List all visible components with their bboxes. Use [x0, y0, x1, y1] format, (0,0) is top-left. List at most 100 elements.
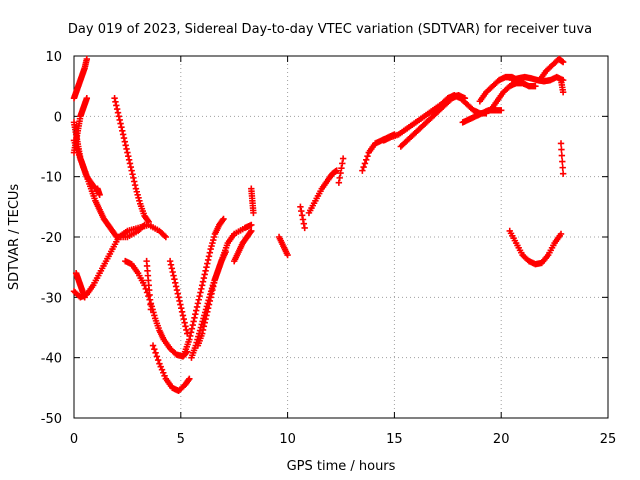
data-point-interp — [197, 289, 204, 296]
data-point — [532, 82, 539, 90]
data-point — [203, 312, 210, 319]
data-point-interp — [299, 216, 307, 223]
y-tick-label: -40 — [41, 352, 62, 367]
data-point-interp — [114, 109, 122, 116]
data-point-interp — [170, 272, 177, 279]
data-point-interp — [339, 160, 346, 167]
series-arc-7 — [111, 95, 152, 226]
data-point-interp — [196, 292, 203, 300]
data-point — [557, 140, 565, 147]
series-arc-14 — [194, 221, 255, 349]
data-point-interp — [180, 315, 187, 323]
data-point-interp — [161, 372, 168, 379]
data-point — [220, 215, 227, 223]
data-point — [186, 375, 193, 382]
data-point-interp — [192, 307, 200, 314]
data-point-interp — [157, 363, 164, 370]
data-point-interp — [113, 105, 121, 113]
data-point-interp — [210, 233, 218, 241]
data-point-interp — [167, 261, 175, 268]
data-point-interp — [210, 236, 217, 244]
data-point-interp — [208, 242, 215, 250]
data-point — [156, 360, 163, 367]
data-point-interp — [186, 332, 194, 340]
data-marks — [70, 55, 567, 395]
series-arc-15 — [231, 227, 255, 265]
data-point — [190, 318, 197, 325]
series-arc-23 — [397, 92, 469, 150]
data-point-interp — [205, 253, 213, 260]
data-point-interp — [153, 353, 161, 360]
data-point-interp — [178, 308, 186, 316]
data-point-interp — [133, 188, 140, 195]
data-point-interp — [219, 216, 226, 224]
y-axis-label: SDTVAR / TECUs — [7, 184, 22, 291]
data-point — [147, 306, 155, 313]
data-point-interp — [206, 249, 214, 256]
data-point-interp — [172, 279, 179, 287]
tick-labels: 0 5 10 15 20 25 -50 -40 -30 -20 -10 0 10 — [41, 50, 617, 447]
data-point-interp — [123, 145, 130, 153]
data-point — [198, 282, 206, 289]
data-point-interp — [161, 232, 168, 239]
data-point-interp — [199, 326, 207, 334]
data-point — [149, 342, 157, 349]
data-point-interp — [300, 220, 308, 227]
series-arc-16 — [248, 185, 257, 217]
series-arc-4 — [70, 119, 103, 198]
chart-title: Day 019 of 2023, Sidereal Day-to-day VTE… — [68, 22, 592, 37]
data-point-interp — [129, 171, 136, 178]
data-point-interp — [118, 123, 125, 131]
data-point-interp — [360, 163, 367, 171]
data-point-interp — [189, 321, 196, 329]
data-point-interp — [187, 329, 195, 336]
data-point-interp — [209, 239, 216, 247]
data-point-interp — [337, 169, 344, 177]
x-tick-label: 0 — [70, 432, 78, 447]
data-point-interp — [361, 160, 369, 167]
series-arc-9 — [143, 257, 155, 313]
data-point-interp — [363, 156, 370, 163]
data-point — [207, 294, 214, 301]
data-point — [179, 312, 187, 319]
data-point-interp — [178, 304, 185, 312]
series-arc-20 — [335, 155, 347, 186]
series-arc-19 — [305, 167, 340, 217]
data-point-interp — [204, 256, 212, 264]
data-point-interp — [172, 283, 180, 290]
data-point-interp — [120, 134, 128, 142]
series-arc-10 — [149, 342, 193, 395]
data-point-interp — [174, 290, 182, 297]
data-point — [115, 113, 123, 120]
data-point-interp — [154, 356, 162, 364]
data-point-interp — [558, 152, 566, 159]
data-point — [250, 209, 257, 217]
data-point-interp — [205, 301, 213, 308]
data-point-interp — [201, 319, 208, 326]
data-point-interp — [135, 194, 142, 201]
data-point-interp — [121, 138, 129, 145]
data-point — [339, 155, 347, 162]
x-tick-label: 20 — [493, 432, 510, 447]
data-point-interp — [202, 267, 209, 274]
data-point — [128, 167, 135, 174]
data-point-interp — [113, 102, 120, 109]
data-point-interp — [125, 156, 133, 163]
data-point-interp — [169, 268, 176, 276]
data-point — [248, 221, 255, 229]
data-point — [124, 149, 131, 156]
data-point-interp — [338, 165, 345, 172]
series-arc-18 — [297, 203, 308, 232]
data-point — [559, 89, 567, 96]
y-tick-label: -10 — [41, 171, 62, 186]
data-point-interp — [158, 366, 166, 373]
data-point-interp — [204, 260, 211, 267]
data-point-interp — [127, 163, 135, 171]
data-point-interp — [134, 191, 141, 198]
data-point-interp — [151, 346, 158, 353]
data-point-interp — [125, 152, 132, 160]
data-point — [175, 294, 182, 301]
data-point-interp — [182, 323, 189, 330]
data-point-interp — [202, 315, 209, 323]
data-point-interp — [210, 279, 218, 287]
